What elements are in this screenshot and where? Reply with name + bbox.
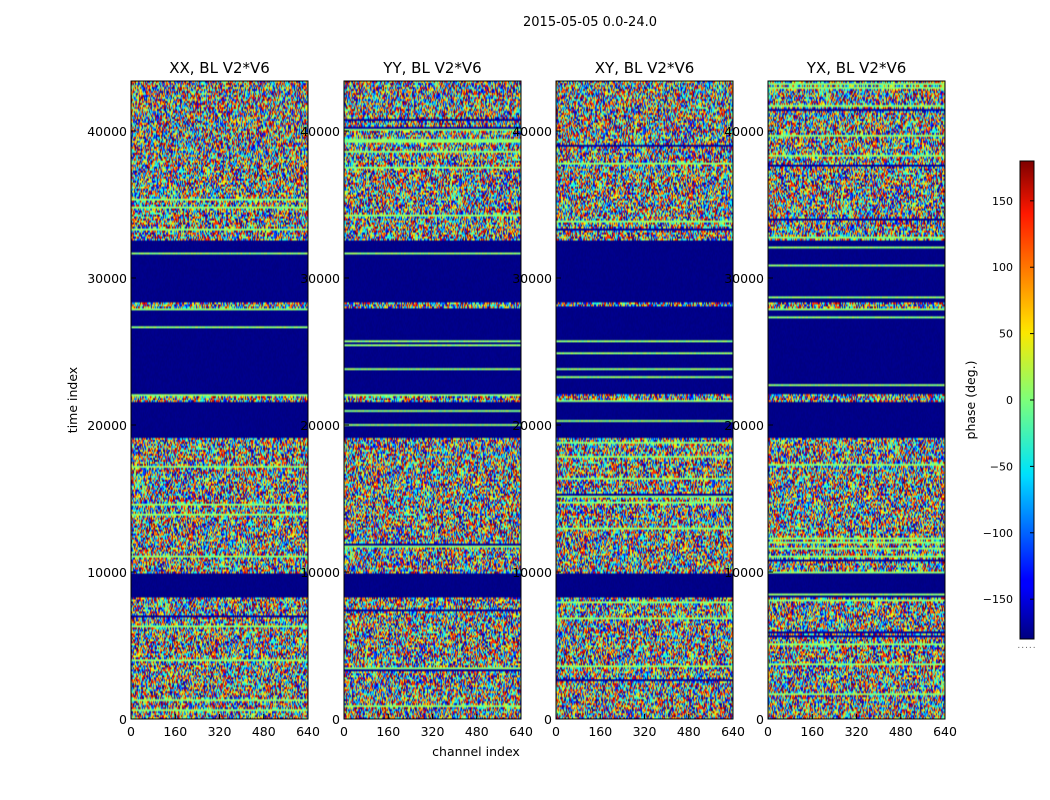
panels: XX, BL V2*V6 0 160 320 480 640 0 10000 20000 3000…: [87, 59, 957, 739]
y-tick-label: 30000: [300, 271, 340, 286]
x-tick-label: 640: [933, 724, 957, 739]
x-tick-label: 320: [633, 724, 657, 739]
panel-title: YX, BL V2*V6: [806, 59, 907, 77]
panel-3: XY, BL V2*V6 0 160 320 480 640 0 10000 20000 3000…: [512, 59, 745, 739]
x-tick-label: 160: [800, 724, 824, 739]
x-tick-label: 160: [376, 724, 400, 739]
x-tick-label: 160: [163, 724, 187, 739]
panel-title: YY, BL V2*V6: [382, 59, 481, 77]
y-tick-label: 20000: [724, 418, 764, 433]
x-tick-label: 320: [845, 724, 869, 739]
y-tick-label: 0: [544, 712, 552, 727]
colorbar-tick-label: −50: [990, 460, 1013, 473]
y-tick-label: 0: [119, 712, 127, 727]
x-tick-label: 320: [421, 724, 445, 739]
figure-suptitle: 2015-05-05 0.0-24.0: [523, 15, 657, 30]
x-tick-label: 0: [552, 724, 560, 739]
x-tick-label: 0: [764, 724, 772, 739]
colorbar-tick-label: 50: [999, 328, 1013, 341]
colorbar-tick-label: −150: [983, 593, 1013, 606]
y-tick-label: 30000: [512, 271, 552, 286]
x-tick-label: 640: [296, 724, 320, 739]
y-tick-label: 20000: [87, 418, 127, 433]
heatmap-image: [131, 81, 308, 719]
y-tick-label: 0: [332, 712, 340, 727]
y-axis-label: time index: [65, 367, 80, 433]
x-tick-label: 160: [588, 724, 612, 739]
x-axis-label: channel index: [432, 744, 520, 759]
y-tick-label: 30000: [724, 271, 764, 286]
y-tick-label: 30000: [87, 271, 127, 286]
y-tick-label: 40000: [512, 124, 552, 139]
y-tick-label: 10000: [512, 565, 552, 580]
panel-2: YY, BL V2*V6 0 160 320 480 640 0 10000 20000 3000…: [300, 59, 533, 739]
y-tick-label: 40000: [87, 124, 127, 139]
y-tick-label: 10000: [724, 565, 764, 580]
x-tick-label: 0: [340, 724, 348, 739]
y-tick-label: 10000: [87, 565, 127, 580]
x-tick-label: 320: [208, 724, 232, 739]
y-tick-label: 10000: [300, 565, 340, 580]
heatmap-image: [556, 81, 733, 719]
colorbar: 150 100 50 0 −50 −100 −150 phase (deg.) .....: [963, 160, 1036, 651]
colorbar-tick-label: 100: [992, 261, 1013, 274]
y-tick-label: 40000: [724, 124, 764, 139]
y-tick-label: 40000: [300, 124, 340, 139]
x-tick-label: 480: [465, 724, 489, 739]
colorbar-ticks: 150 100 50 0 −50 −100 −150: [983, 195, 1034, 606]
x-tick-label: 480: [252, 724, 276, 739]
colorbar-tick-label: −100: [983, 527, 1013, 540]
colorbar-tick-label: 0: [1006, 394, 1013, 407]
colorbar-tick-label: 150: [992, 195, 1013, 208]
heatmap-image: [768, 81, 945, 719]
panel-1: XX, BL V2*V6 0 160 320 480 640 0 10000 20000 3000…: [87, 59, 320, 739]
panel-title: XX, BL V2*V6: [169, 59, 270, 77]
x-tick-label: 640: [721, 724, 745, 739]
x-tick-label: 480: [677, 724, 701, 739]
y-tick-label: 0: [756, 712, 764, 727]
x-tick-label: 640: [509, 724, 533, 739]
colorbar-label: phase (deg.): [963, 361, 978, 440]
x-tick-label: 0: [127, 724, 135, 739]
colorbar-footer: .....: [1017, 641, 1036, 651]
panel-title: XY, BL V2*V6: [595, 59, 695, 77]
y-tick-label: 20000: [512, 418, 552, 433]
x-tick-label: 480: [889, 724, 913, 739]
y-tick-label: 20000: [300, 418, 340, 433]
heatmap-image: [344, 81, 521, 719]
panel-4: YX, BL V2*V6 0 160 320 480 640 0 10000 20000 3000…: [724, 59, 957, 739]
